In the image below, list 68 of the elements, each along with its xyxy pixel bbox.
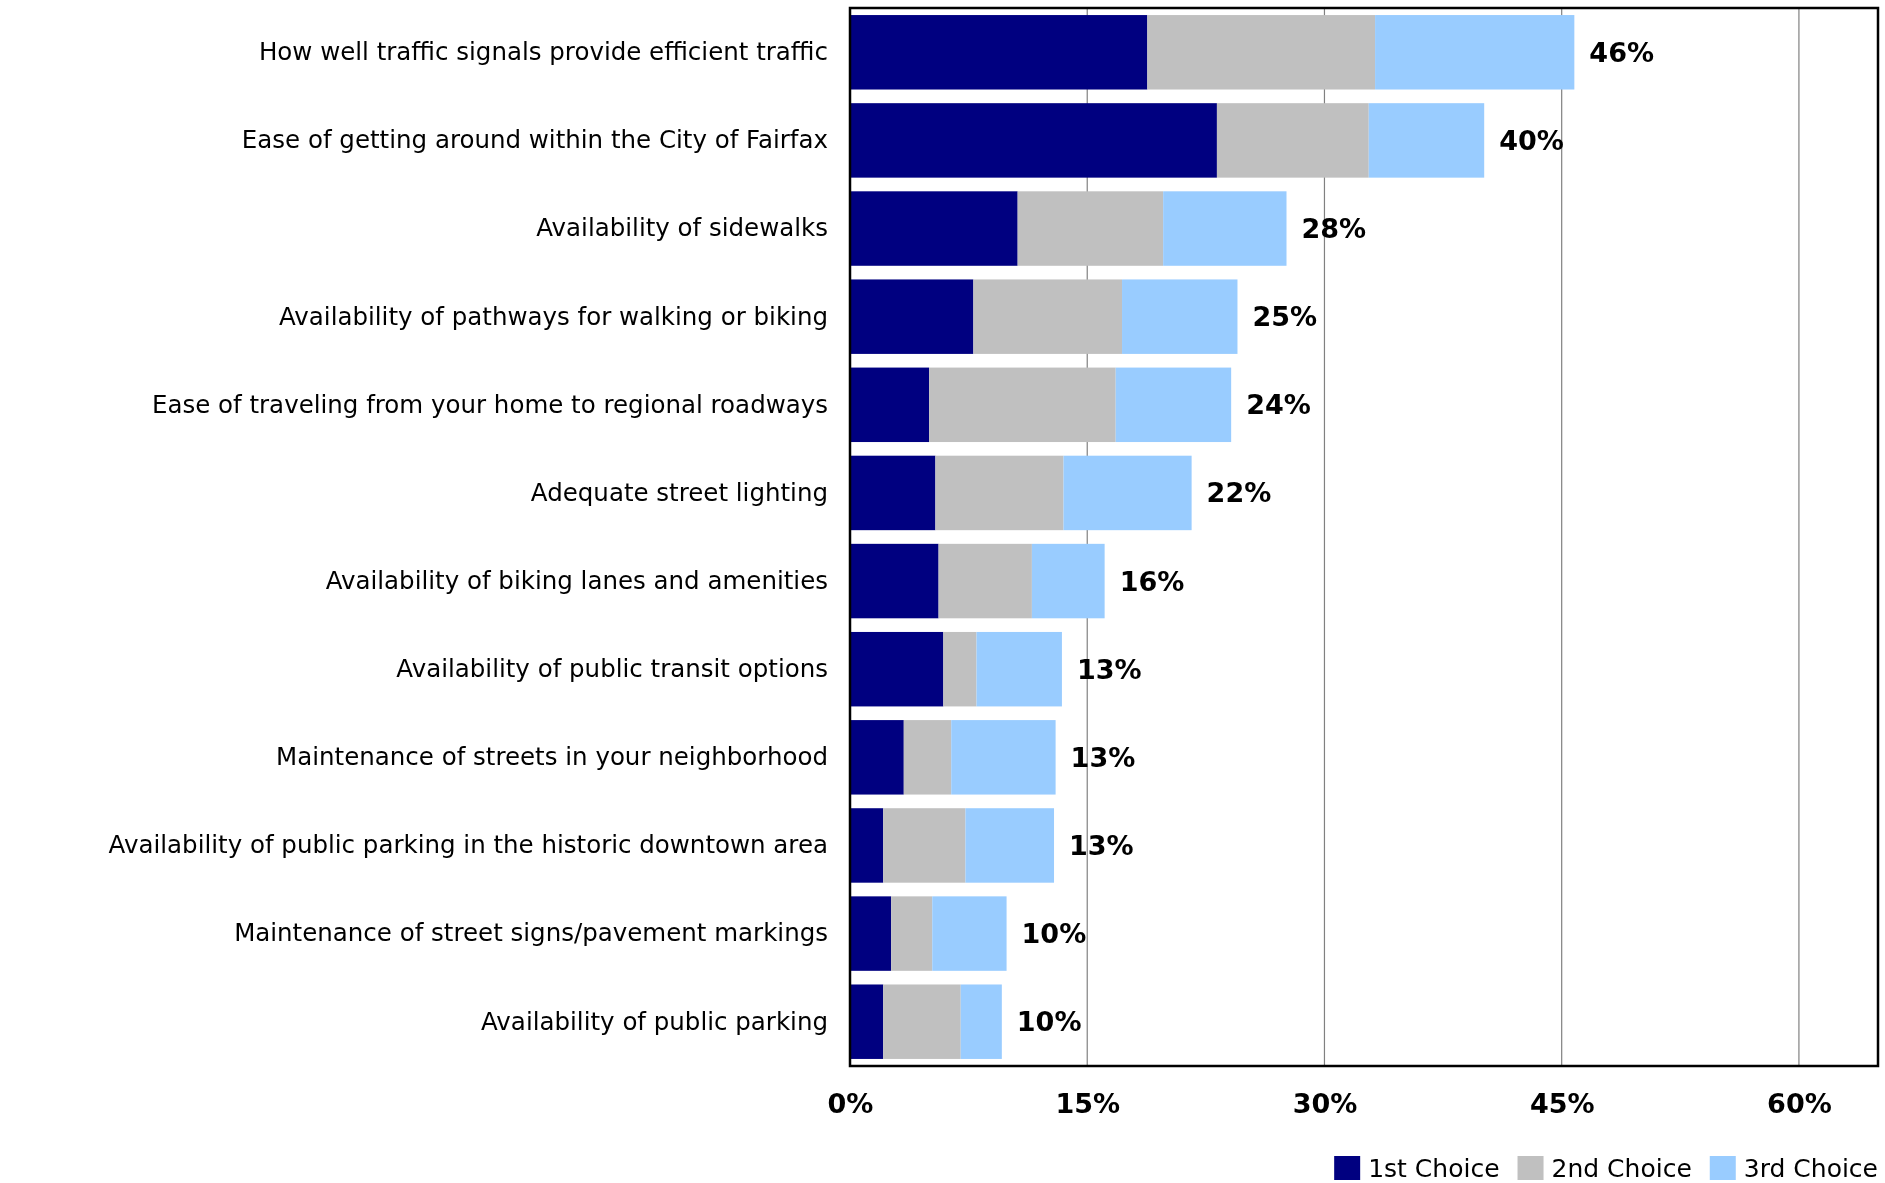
y-tick-label: Ease of getting around within the City of Fairfax xyxy=(241,125,828,155)
bar xyxy=(850,984,884,1059)
bar xyxy=(935,455,1064,531)
bar xyxy=(850,455,936,531)
x-tick-label: 15% xyxy=(1055,1088,1121,1120)
legend-label: 1st Choice xyxy=(1368,1153,1500,1183)
y-tick-label: How well traffic signals provide efficient traffic xyxy=(258,37,828,67)
bar xyxy=(891,896,933,971)
bar xyxy=(850,896,892,971)
total-label: 24% xyxy=(1246,389,1311,421)
total-label: 25% xyxy=(1252,301,1318,333)
x-tick-label: 60% xyxy=(1767,1088,1832,1120)
bar xyxy=(1163,191,1287,266)
bar xyxy=(943,631,977,707)
total-label: 13% xyxy=(1069,829,1134,861)
bar xyxy=(1375,15,1575,90)
bar xyxy=(1031,543,1105,619)
y-tick-label: Availability of public parking xyxy=(481,1006,828,1036)
bar xyxy=(960,984,1002,1059)
bar xyxy=(973,279,1123,354)
bar xyxy=(938,543,1032,619)
bar xyxy=(850,543,939,619)
y-tick-label: Availability of pathways for walking or biking xyxy=(278,301,828,331)
y-tick-label: Adequate street lighting xyxy=(530,477,828,507)
bar xyxy=(1017,191,1164,266)
bar xyxy=(1216,103,1369,178)
legend-label: 3rd Choice xyxy=(1743,1153,1878,1183)
bar xyxy=(929,367,1116,443)
y-tick-label: Availability of biking lanes and amenities xyxy=(325,565,828,595)
bar xyxy=(850,720,904,795)
bar xyxy=(1368,103,1485,178)
bar xyxy=(951,720,1056,795)
bar xyxy=(976,631,1062,707)
bar xyxy=(850,279,974,354)
total-label: 46% xyxy=(1589,36,1654,68)
bar xyxy=(850,191,1018,266)
total-label: 13% xyxy=(1076,653,1142,685)
bar xyxy=(850,367,930,443)
bar xyxy=(883,808,966,883)
bar xyxy=(850,808,884,883)
bar xyxy=(850,15,1148,90)
y-tick-label: Availability of sidewalks xyxy=(536,213,828,243)
y-tick-label: Maintenance of streets in your neighborhood xyxy=(276,742,828,772)
bar xyxy=(883,984,961,1059)
y-tick-label: Availability of public parking in the historic downtown area xyxy=(108,830,828,860)
bar xyxy=(932,896,1007,971)
bar xyxy=(1122,279,1238,354)
y-tick-label: Ease of traveling from your home to regional roadways xyxy=(151,389,828,419)
bar xyxy=(850,631,944,707)
total-label: 22% xyxy=(1206,477,1272,509)
total-label: 40% xyxy=(1499,124,1564,156)
bar xyxy=(903,720,952,795)
y-tick-label: Availability of public transit options xyxy=(396,654,828,684)
x-tick-label: 0% xyxy=(827,1088,874,1120)
x-tick-label: 30% xyxy=(1292,1088,1358,1120)
bar xyxy=(1115,367,1232,443)
total-label: 10% xyxy=(1016,1006,1082,1038)
total-label: 13% xyxy=(1070,741,1136,773)
bar xyxy=(965,808,1055,883)
total-label: 10% xyxy=(1021,918,1087,950)
x-tick-label: 45% xyxy=(1529,1088,1595,1120)
bar xyxy=(1063,455,1192,531)
legend-label: 2nd Choice xyxy=(1551,1153,1692,1183)
total-label: 16% xyxy=(1119,565,1185,597)
bar xyxy=(1147,15,1376,90)
total-label: 28% xyxy=(1301,213,1367,244)
bar xyxy=(850,103,1217,178)
y-tick-label: Maintenance of street signs/pavement markings xyxy=(234,918,828,948)
